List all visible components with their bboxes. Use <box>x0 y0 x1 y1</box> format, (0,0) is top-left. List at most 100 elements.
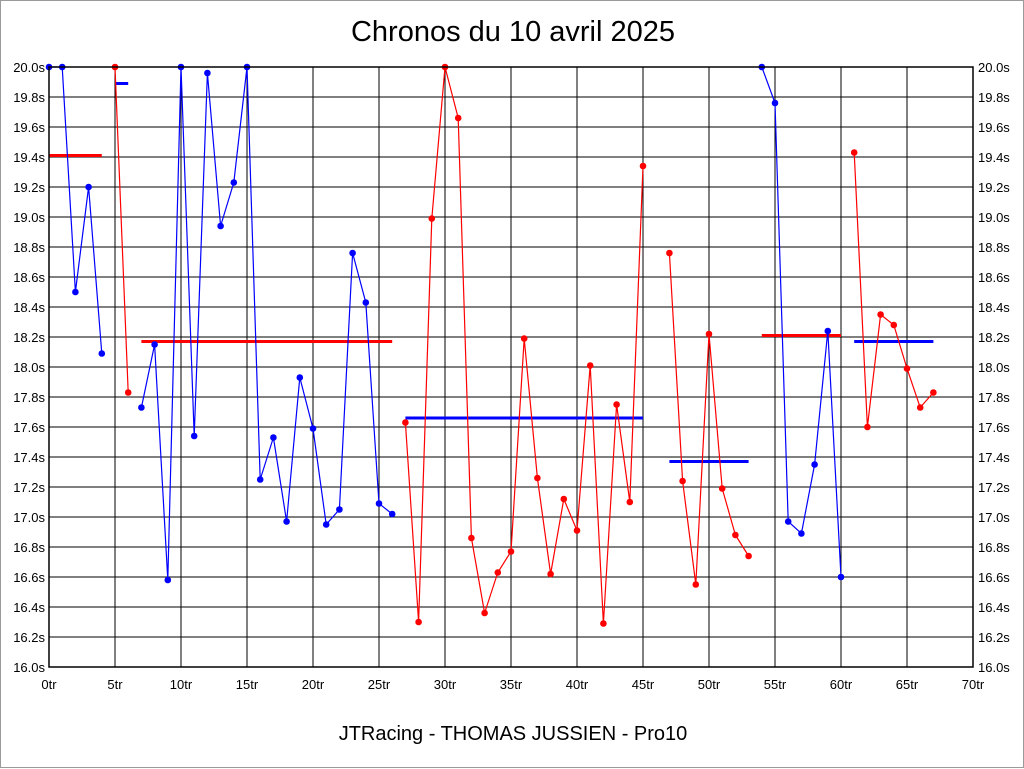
data-point <box>626 498 634 506</box>
y-tick-label-right: 19.2s <box>978 180 1010 195</box>
x-tick-label: 50tr <box>698 677 721 692</box>
data-point <box>613 401 620 408</box>
data-point <box>930 389 937 396</box>
y-tick-label-left: 17.6s <box>13 420 45 435</box>
y-tick-label-left: 19.6s <box>13 120 45 135</box>
y-tick-label-left: 18.4s <box>13 300 45 315</box>
x-tick-label: 15tr <box>236 677 259 692</box>
y-tick-label-right: 19.6s <box>978 120 1010 135</box>
y-tick-label-right: 16.0s <box>978 660 1010 675</box>
data-point <box>388 510 396 518</box>
data-point <box>98 350 106 357</box>
x-tick-label: 30tr <box>434 677 457 692</box>
data-point <box>732 531 739 539</box>
series-lines <box>49 66 934 624</box>
data-point <box>784 518 792 525</box>
data-point <box>877 311 884 318</box>
y-tick-label-right: 16.2s <box>978 630 1010 645</box>
data-point <box>283 518 290 525</box>
y-tick-label-left: 16.4s <box>13 600 45 615</box>
data-point <box>890 321 898 329</box>
series-line <box>761 66 842 578</box>
data-point <box>322 521 330 528</box>
data-point <box>811 461 818 468</box>
data-point <box>124 389 132 396</box>
y-tick-label-left: 16.8s <box>13 540 45 555</box>
plot-border <box>48 66 974 668</box>
y-tick-label-right: 19.0s <box>978 210 1010 225</box>
y-tick-label-right: 17.2s <box>978 480 1010 495</box>
data-point <box>362 299 370 306</box>
y-tick-label-left: 19.2s <box>13 180 45 195</box>
y-tick-label-right: 19.8s <box>978 90 1010 105</box>
x-tick-label: 40tr <box>566 677 589 692</box>
data-point <box>705 330 713 338</box>
data-point <box>336 506 343 513</box>
y-tick-label-right: 16.8s <box>978 540 1010 555</box>
x-tick-label: 55tr <box>764 677 787 692</box>
y-tick-label-right: 16.4s <box>978 600 1010 615</box>
x-tick-label: 5tr <box>107 677 123 692</box>
average-lines <box>49 82 934 463</box>
y-tick-label-left: 19.4s <box>13 150 45 165</box>
data-point <box>547 570 554 578</box>
data-point <box>375 500 383 507</box>
data-point <box>494 569 502 576</box>
chart-footer: JTRacing - THOMAS JUSSIEN - Pro10 <box>338 723 688 745</box>
series-line <box>114 66 129 393</box>
x-tick-label: 0tr <box>41 677 57 692</box>
data-point <box>138 404 145 411</box>
series-line <box>404 66 644 624</box>
y-tick-label-right: 17.6s <box>978 420 1010 435</box>
data-point <box>824 327 832 335</box>
x-tick-label: 65tr <box>896 677 919 692</box>
y-tick-label-right: 18.4s <box>978 300 1010 315</box>
y-tick-label-right: 19.4s <box>978 150 1010 165</box>
data-points <box>45 63 937 627</box>
grid <box>48 66 974 668</box>
data-point <box>520 335 528 342</box>
data-point <box>745 552 752 560</box>
data-point <box>586 362 594 369</box>
y-tick-label-right: 17.0s <box>978 510 1010 525</box>
x-tick-label: 45tr <box>632 677 655 692</box>
data-point <box>402 419 409 426</box>
data-point <box>481 609 488 617</box>
data-point <box>204 69 211 77</box>
y-tick-label-left: 18.2s <box>13 330 45 345</box>
y-tick-label-right: 17.4s <box>978 450 1010 465</box>
data-point <box>837 573 845 581</box>
y-tick-label-left: 17.2s <box>13 480 45 495</box>
y-tick-label-right: 18.2s <box>978 330 1010 345</box>
y-tick-label-right: 20.0s <box>978 60 1010 75</box>
y-tick-label-left: 16.6s <box>13 570 45 585</box>
y-tick-label-right: 18.8s <box>978 240 1010 255</box>
data-point <box>217 222 224 230</box>
x-tick-label: 10tr <box>170 677 193 692</box>
data-point <box>679 477 686 485</box>
data-point <box>850 149 858 156</box>
data-point <box>771 99 779 107</box>
data-point <box>349 249 356 257</box>
data-point <box>718 485 726 492</box>
data-point <box>428 215 436 222</box>
data-point <box>903 365 911 372</box>
series-line <box>853 152 934 428</box>
y-tick-label-left: 18.8s <box>13 240 45 255</box>
data-point <box>507 548 515 555</box>
y-tick-label-left: 19.0s <box>13 210 45 225</box>
x-tick-label: 35tr <box>500 677 523 692</box>
x-tick-label: 70tr <box>962 677 985 692</box>
x-tick-label: 25tr <box>368 677 391 692</box>
y-tick-label-right: 17.8s <box>978 390 1010 405</box>
data-point <box>164 576 172 584</box>
y-tick-label-right: 18.0s <box>978 360 1010 375</box>
chart-title: Chronos du 10 avril 2025 <box>350 16 676 48</box>
y-tick-label-left: 19.8s <box>13 90 45 105</box>
data-point <box>454 114 462 122</box>
y-tick-label-left: 17.8s <box>13 390 45 405</box>
y-tick-label-left: 18.6s <box>13 270 45 285</box>
data-point <box>270 434 277 441</box>
